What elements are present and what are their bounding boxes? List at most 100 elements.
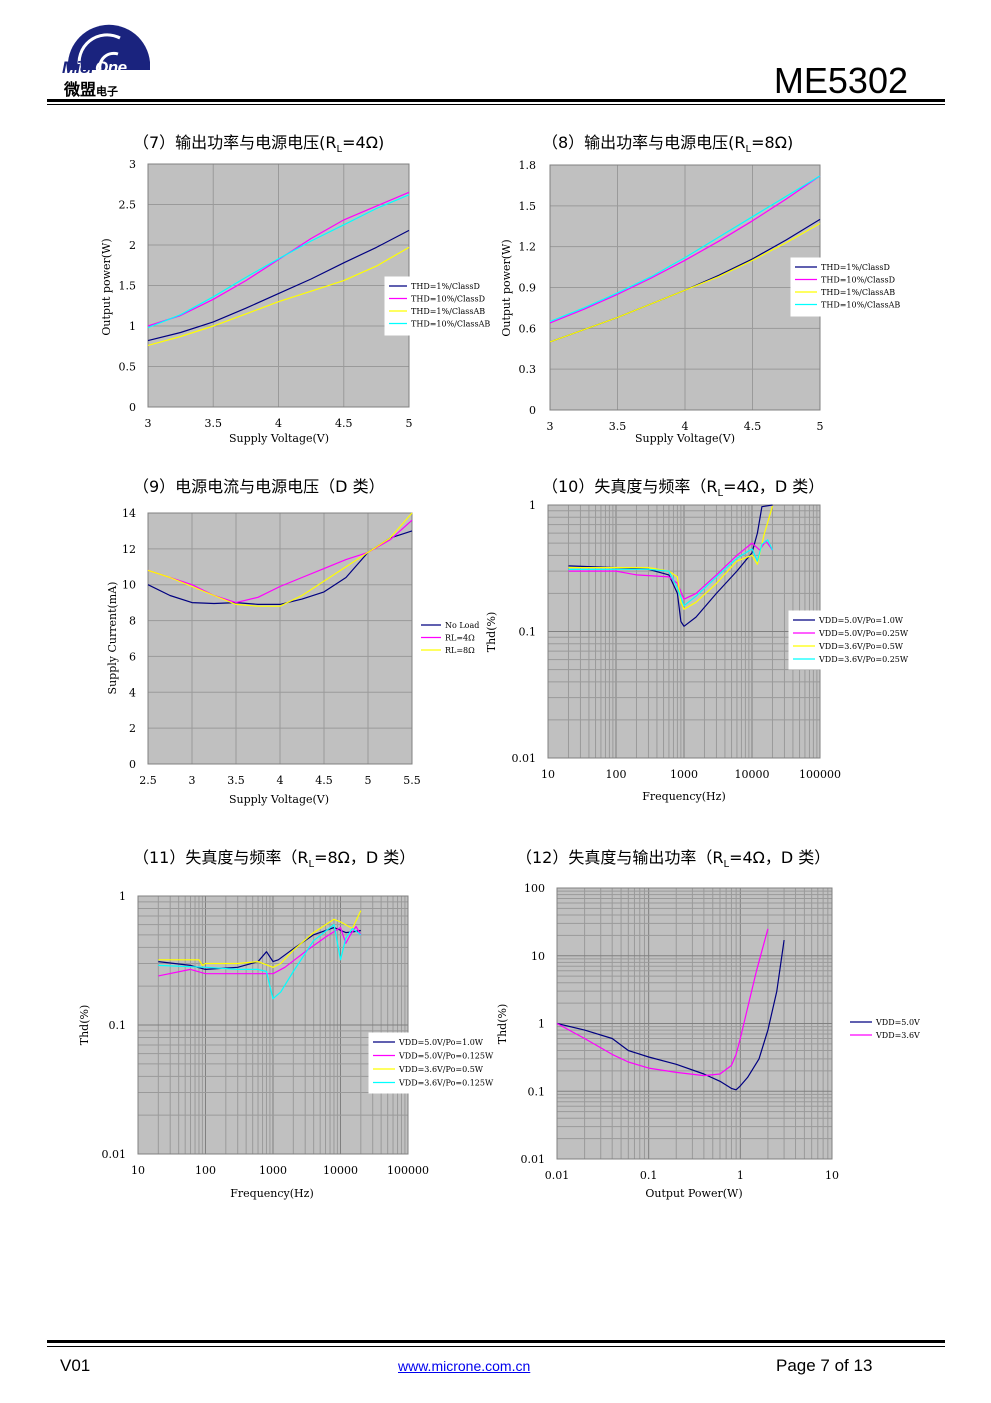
x-tick-label: 3.5 (609, 420, 627, 433)
legend-entry: VDD=3.6V (875, 1031, 920, 1040)
legend-entry: RL=8Ω (445, 646, 475, 655)
x-tick-label: 10000 (323, 1164, 358, 1177)
y-tick-label: 0.5 (119, 361, 137, 374)
y-tick-label: 10 (122, 579, 136, 592)
series-line-2 (568, 505, 774, 610)
legend-entry: THD=1%/ClassD (411, 282, 480, 291)
plot-border (147, 512, 413, 765)
y-tick-label: 0.1 (519, 626, 537, 639)
y-tick-label: 0.9 (519, 282, 537, 295)
x-tick-label: 5 (817, 420, 824, 433)
y-axis-label: Supply Current(mA) (106, 582, 119, 695)
x-tick-label: 5 (365, 774, 372, 787)
footer-rule (47, 1340, 945, 1343)
y-tick-label: 1.5 (519, 200, 537, 213)
series-line-1 (147, 191, 410, 327)
x-tick-label: 10 (541, 768, 555, 781)
series-line-3 (158, 924, 362, 1000)
y-axis-label: Output power(W) (500, 239, 513, 336)
legend-entry: THD=10%/ClassD (411, 295, 485, 304)
x-tick-label: 2.5 (139, 774, 157, 787)
legend: No Load RL=4Ω RL=8Ω (416, 615, 488, 662)
legend: THD=1%/ClassD THD=10%/ClassD THD=1%/ClassA… (790, 257, 900, 317)
legend-entry: VDD=5.0V (875, 1018, 920, 1027)
legend-entry: THD=1%/ClassAB (821, 288, 895, 297)
legend: THD=1%/ClassD THD=10%/ClassD THD=1%/ClassA… (384, 276, 490, 336)
legend: VDD=5.0V/Po=1.0W VDD=5.0V/Po=0.25W VDD=3.6… (788, 610, 915, 670)
legend: VDD=5.0V/Po=1.0W VDD=5.0V/Po=0.125W VDD=3.… (368, 1032, 497, 1094)
y-axis-label: Thd(%) (485, 612, 498, 653)
x-tick-label: 4.5 (315, 774, 333, 787)
y-tick-label: 1.2 (519, 241, 537, 254)
x-tick-label: 3.5 (227, 774, 245, 787)
series-line-2 (158, 910, 362, 968)
x-tick-label: 1000 (670, 768, 698, 781)
x-axis-label: Frequency(Hz) (642, 790, 725, 803)
x-tick-label: 10 (131, 1164, 145, 1177)
grid (137, 896, 408, 1155)
company-logo: MicrOne 微盟电子 (60, 14, 156, 99)
x-tick-label: 100000 (799, 768, 841, 781)
y-tick-label: 0.01 (512, 752, 537, 765)
x-tick-label: 4 (682, 420, 689, 433)
legend-entry: VDD=3.6V/Po=0.5W (398, 1065, 484, 1074)
x-axis-label: Supply Voltage(V) (635, 432, 735, 445)
y-tick-label: 0.1 (528, 1085, 546, 1098)
x-tick-label: 0.01 (545, 1169, 570, 1182)
legend-entry: THD=10%/ClassD (821, 276, 895, 285)
y-tick-label: 14 (122, 507, 136, 520)
y-tick-label: 0.3 (519, 363, 537, 376)
x-tick-label: 5 (406, 417, 413, 430)
y-tick-label: 100 (524, 882, 545, 895)
x-axis-label: Output Power(W) (645, 1187, 742, 1200)
series-line-1 (158, 925, 362, 977)
series-line-2 (549, 222, 821, 343)
x-tick-label: 5.5 (403, 774, 421, 787)
footer-rule-thin (47, 1346, 945, 1347)
caption-chart-12: （12）失真度与输出功率（RL=4Ω，D 类） (516, 848, 831, 871)
legend-entry: VDD=5.0V/Po=1.0W (398, 1038, 484, 1047)
x-tick-label: 10 (825, 1169, 839, 1182)
footer-version: V01 (60, 1356, 91, 1375)
x-tick-label: 3 (189, 774, 196, 787)
x-axis-label: Frequency(Hz) (230, 1187, 313, 1200)
x-tick-label: 3.5 (205, 417, 223, 430)
series-line-3 (568, 539, 774, 607)
footer-website-link[interactable]: www.microne.com.cn (398, 1358, 531, 1374)
caption-chart-7: （7）输出功率与电源电压(RL=4Ω) (133, 133, 385, 156)
series-line-3 (147, 194, 410, 329)
y-tick-label: 0.01 (521, 1153, 546, 1166)
logo-wordmark: MicrOne (62, 58, 127, 77)
x-tick-label: 100000 (387, 1164, 429, 1177)
y-tick-label: 3 (129, 158, 136, 171)
y-tick-label: 0.01 (102, 1148, 127, 1161)
logo-globe-icon (67, 24, 150, 71)
x-tick-label: 4 (275, 417, 282, 430)
caption-chart-10: （10）失真度与频率（RL=4Ω，D 类） (542, 477, 825, 500)
x-tick-label: 4 (277, 774, 284, 787)
y-tick-label: 10 (531, 950, 545, 963)
series-line-2 (147, 246, 410, 347)
y-tick-label: 2.5 (119, 199, 137, 212)
y-tick-label: 0 (529, 404, 536, 417)
y-tick-label: 2 (129, 239, 136, 252)
x-tick-label: 10000 (735, 768, 770, 781)
x-tick-label: 0.1 (640, 1169, 658, 1182)
legend-entry: THD=1%/ClassD (821, 263, 890, 272)
legend-entry: VDD=5.0V/Po=0.25W (818, 629, 909, 638)
series-line-0 (158, 926, 361, 970)
legend-entry: VDD=3.6V/Po=0.25W (818, 655, 909, 664)
series-line-3 (549, 175, 821, 323)
legend-entry: VDD=5.0V/Po=0.125W (398, 1052, 494, 1061)
legend-entry: RL=4Ω (445, 634, 475, 643)
y-tick-label: 1.5 (119, 280, 137, 293)
series-line-1 (556, 928, 769, 1077)
caption-chart-9: （9）电源电流与电源电压（D 类） (133, 477, 385, 496)
y-tick-label: 12 (122, 543, 136, 556)
y-tick-label: 0 (129, 758, 136, 771)
y-tick-label: 0 (129, 401, 136, 414)
